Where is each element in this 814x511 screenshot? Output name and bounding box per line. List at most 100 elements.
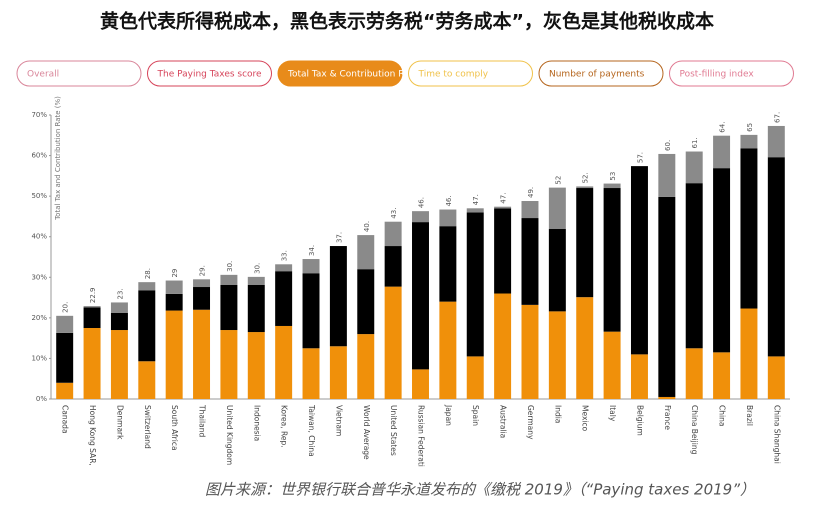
- bar-segment: [275, 264, 293, 272]
- bar-segment: [576, 186, 594, 189]
- total-label: 34.: [308, 245, 316, 256]
- total-label: 20.: [62, 302, 70, 313]
- total-label: 52: [554, 176, 562, 185]
- bar-segment: [220, 274, 238, 285]
- x-tick-label: United Kingdom: [225, 405, 234, 465]
- y-tick-label: 60%: [31, 152, 47, 160]
- bar-segment: [740, 308, 758, 399]
- bar-segment: [658, 396, 676, 399]
- total-label: 49.: [527, 187, 535, 198]
- tab[interactable]: [408, 60, 533, 87]
- x-tick-label: Russian Federati: [417, 405, 426, 467]
- bar-segment: [439, 226, 457, 302]
- bar-segment: [302, 259, 320, 274]
- bar-segment: [713, 168, 731, 353]
- x-tick-label: China Shanghai: [772, 405, 781, 464]
- bar-segment: [247, 284, 265, 333]
- bar-segment: [439, 301, 457, 399]
- bar-segment: [548, 229, 566, 312]
- y-axis-label: Total Tax and Contribution Rate (%): [54, 96, 62, 221]
- x-tick-label: Canada: [61, 405, 70, 434]
- bar-segment: [329, 246, 347, 347]
- bar-segment: [247, 332, 265, 399]
- tab[interactable]: [669, 60, 794, 87]
- bar-segment: [110, 312, 128, 331]
- bar-segment: [494, 293, 512, 399]
- bar-segment: [56, 315, 74, 333]
- y-tick-label: 20%: [31, 314, 47, 322]
- bar-segment: [521, 201, 539, 219]
- bar-segment: [193, 279, 211, 288]
- bar-segment: [193, 287, 211, 310]
- total-label: 30.: [226, 261, 234, 272]
- bar-segment: [165, 293, 183, 311]
- x-tick-label: United States: [389, 405, 398, 456]
- bar-segment: [767, 157, 785, 357]
- tab[interactable]: [16, 60, 142, 87]
- bar-segment: [713, 352, 731, 399]
- bar-segment: [384, 246, 402, 287]
- x-tick-label: South Africa: [170, 405, 179, 451]
- bar-segment: [658, 153, 676, 197]
- bar-segment: [767, 356, 785, 399]
- bar-segment: [548, 187, 566, 230]
- total-label: 47.: [500, 193, 508, 204]
- x-tick-label: India: [553, 405, 562, 423]
- total-label: 29: [171, 269, 179, 278]
- bar-segment: [439, 209, 457, 227]
- bar-segment: [384, 286, 402, 399]
- x-tick-label: Spain: [471, 405, 480, 426]
- tab[interactable]: [147, 60, 272, 87]
- bar-segment: [466, 212, 484, 357]
- bar-segment: [685, 183, 703, 349]
- bar-segment: [165, 280, 183, 294]
- x-tick-label: China Beijing: [690, 405, 699, 455]
- bar-segment: [247, 276, 265, 285]
- bar-segment: [83, 306, 101, 308]
- bar-segment: [603, 183, 621, 189]
- x-tick-label: Germany: [526, 405, 535, 440]
- x-tick-label: Italy: [608, 405, 617, 422]
- bar-segment: [56, 332, 74, 383]
- x-tick-label: Thailand: [198, 404, 207, 437]
- tab-label[interactable]: Post-filling index: [680, 70, 755, 80]
- bar-segment: [302, 348, 320, 399]
- bar-segment: [220, 330, 238, 399]
- tab-label[interactable]: Number of payments: [549, 70, 645, 80]
- x-tick-label: Taiwan, China: [307, 404, 316, 457]
- bar-segment: [548, 311, 566, 399]
- total-label: 47.: [472, 194, 480, 205]
- bar-segment: [83, 328, 101, 399]
- y-tick-label: 50%: [31, 192, 47, 200]
- bar-segment: [658, 196, 676, 397]
- total-label: 43.: [390, 208, 398, 219]
- y-tick-label: 10%: [31, 354, 47, 362]
- bar-segment: [302, 273, 320, 349]
- y-tick-label: 0%: [36, 395, 47, 403]
- bar-segment: [56, 382, 74, 399]
- total-label: 28.: [144, 268, 152, 279]
- bar-segment: [740, 148, 758, 309]
- tab-label[interactable]: Time to comply: [418, 70, 489, 80]
- tab-label[interactable]: The Paying Taxes score: [157, 70, 263, 80]
- page-title: 黄色代表所得税成本，黑色表示劳务税“劳务成本”，灰色是其他税收成本: [100, 10, 714, 33]
- tab[interactable]: [277, 60, 403, 87]
- x-tick-label: Australia: [499, 405, 508, 438]
- total-label: 22.9: [89, 287, 97, 303]
- tab-label[interactable]: Overall: [27, 70, 59, 80]
- bar-segment: [357, 334, 375, 399]
- total-label: 67.: [773, 112, 781, 123]
- total-label: 53: [609, 172, 617, 181]
- tab-label[interactable]: Total Tax & Contribution Rate: [287, 70, 419, 80]
- bar-segment: [110, 330, 128, 399]
- bar-segment: [412, 211, 429, 223]
- bar-segment: [521, 218, 539, 305]
- x-tick-label: Hong Kong SAR,: [88, 405, 97, 466]
- total-label: 64.: [719, 122, 727, 133]
- bar-segment: [220, 284, 238, 331]
- x-tick-label: Belgium: [635, 405, 644, 436]
- x-tick-label: China: [718, 405, 727, 426]
- tab[interactable]: [538, 60, 664, 87]
- bar-segment: [466, 356, 484, 399]
